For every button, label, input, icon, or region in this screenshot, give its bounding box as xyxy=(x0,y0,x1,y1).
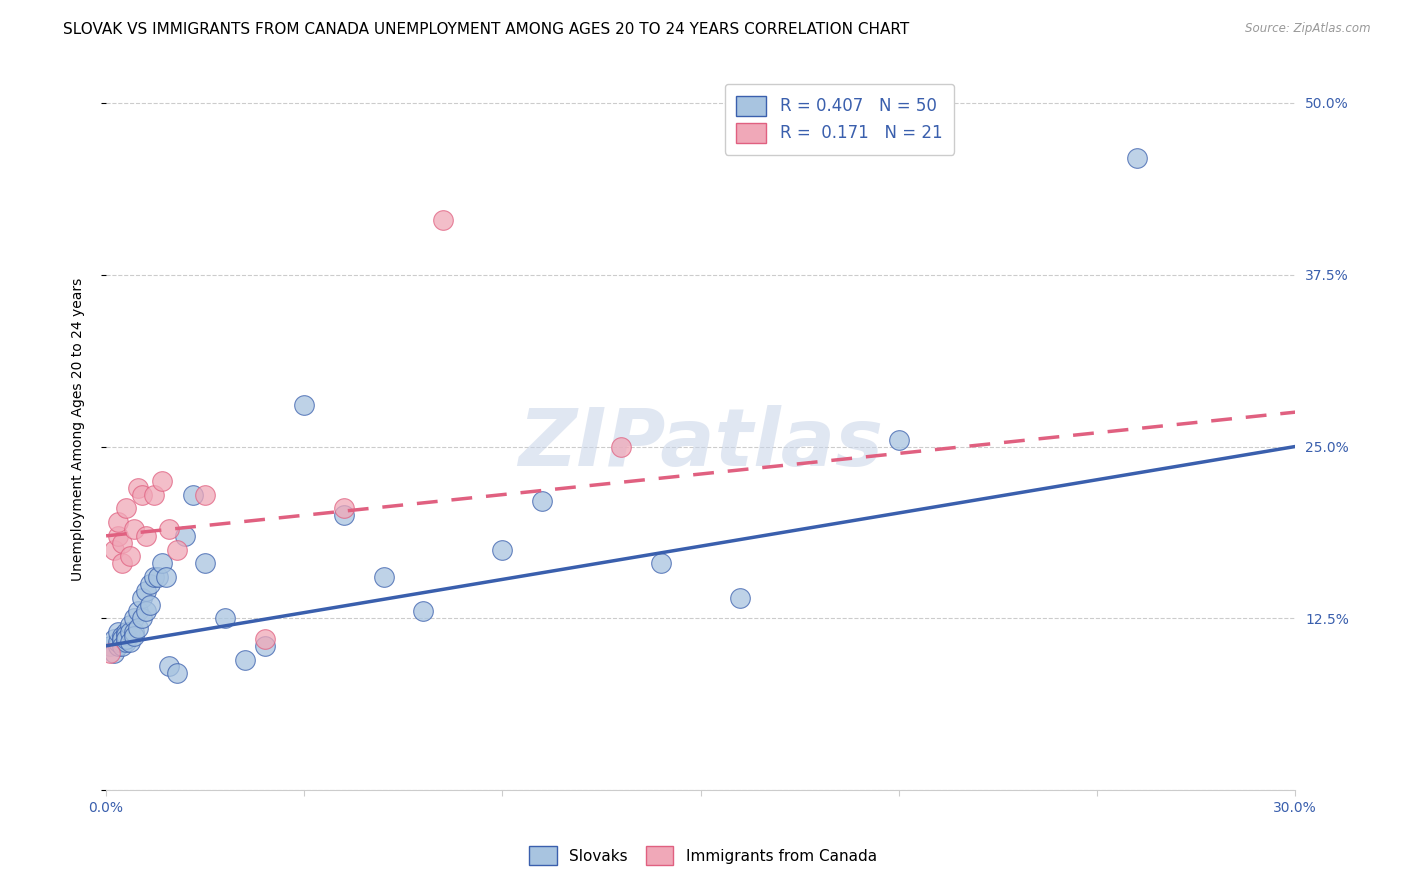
Point xyxy=(730,591,752,605)
Point xyxy=(135,529,157,543)
Point xyxy=(150,557,173,571)
Legend: R = 0.407   N = 50, R =  0.171   N = 21: R = 0.407 N = 50, R = 0.171 N = 21 xyxy=(724,84,953,154)
Point xyxy=(155,570,177,584)
Point xyxy=(111,557,134,571)
Point xyxy=(107,625,129,640)
Y-axis label: Unemployment Among Ages 20 to 24 years: Unemployment Among Ages 20 to 24 years xyxy=(72,277,86,581)
Point xyxy=(107,634,129,648)
Point xyxy=(122,629,145,643)
Point xyxy=(138,577,160,591)
Point xyxy=(214,611,236,625)
Point xyxy=(138,598,160,612)
Point xyxy=(135,604,157,618)
Point xyxy=(122,522,145,536)
Point xyxy=(253,632,276,646)
Point xyxy=(122,611,145,625)
Point xyxy=(118,618,141,632)
Point xyxy=(115,501,138,516)
Point xyxy=(131,611,153,625)
Point xyxy=(118,549,141,564)
Point xyxy=(127,481,149,495)
Point xyxy=(111,639,134,653)
Point xyxy=(194,557,217,571)
Point xyxy=(122,625,145,640)
Point xyxy=(103,632,125,646)
Point xyxy=(115,632,138,646)
Point xyxy=(115,634,138,648)
Point xyxy=(111,535,134,549)
Point xyxy=(373,570,395,584)
Point xyxy=(107,529,129,543)
Point xyxy=(174,529,197,543)
Point xyxy=(412,604,434,618)
Point xyxy=(115,628,138,642)
Point xyxy=(142,570,165,584)
Point xyxy=(1125,151,1147,165)
Point xyxy=(107,515,129,529)
Point xyxy=(146,570,169,584)
Point xyxy=(491,542,513,557)
Point xyxy=(118,634,141,648)
Point xyxy=(233,652,256,666)
Point xyxy=(166,542,188,557)
Point xyxy=(103,542,125,557)
Point xyxy=(111,634,134,648)
Point xyxy=(432,212,454,227)
Point xyxy=(115,625,138,640)
Point xyxy=(159,659,181,673)
Point xyxy=(135,583,157,598)
Point xyxy=(333,501,356,516)
Legend: Slovaks, Immigrants from Canada: Slovaks, Immigrants from Canada xyxy=(523,840,883,871)
Point xyxy=(150,474,173,488)
Text: SLOVAK VS IMMIGRANTS FROM CANADA UNEMPLOYMENT AMONG AGES 20 TO 24 YEARS CORRELAT: SLOVAK VS IMMIGRANTS FROM CANADA UNEMPLO… xyxy=(63,22,910,37)
Point xyxy=(610,440,633,454)
Point xyxy=(127,604,149,618)
Point xyxy=(98,639,121,653)
Point xyxy=(887,433,910,447)
Point xyxy=(111,629,134,643)
Point xyxy=(194,488,217,502)
Point xyxy=(111,632,134,646)
Point xyxy=(127,621,149,635)
Text: Source: ZipAtlas.com: Source: ZipAtlas.com xyxy=(1246,22,1371,36)
Point xyxy=(650,557,672,571)
Point xyxy=(107,639,129,653)
Point xyxy=(131,591,153,605)
Point xyxy=(103,646,125,660)
Point xyxy=(98,646,121,660)
Point xyxy=(531,494,554,508)
Point xyxy=(118,625,141,640)
Point xyxy=(181,488,204,502)
Point xyxy=(292,398,315,412)
Point xyxy=(142,488,165,502)
Point xyxy=(166,666,188,681)
Point xyxy=(131,488,153,502)
Point xyxy=(159,522,181,536)
Point xyxy=(253,639,276,653)
Text: ZIPatlas: ZIPatlas xyxy=(519,405,883,483)
Point xyxy=(333,508,356,523)
